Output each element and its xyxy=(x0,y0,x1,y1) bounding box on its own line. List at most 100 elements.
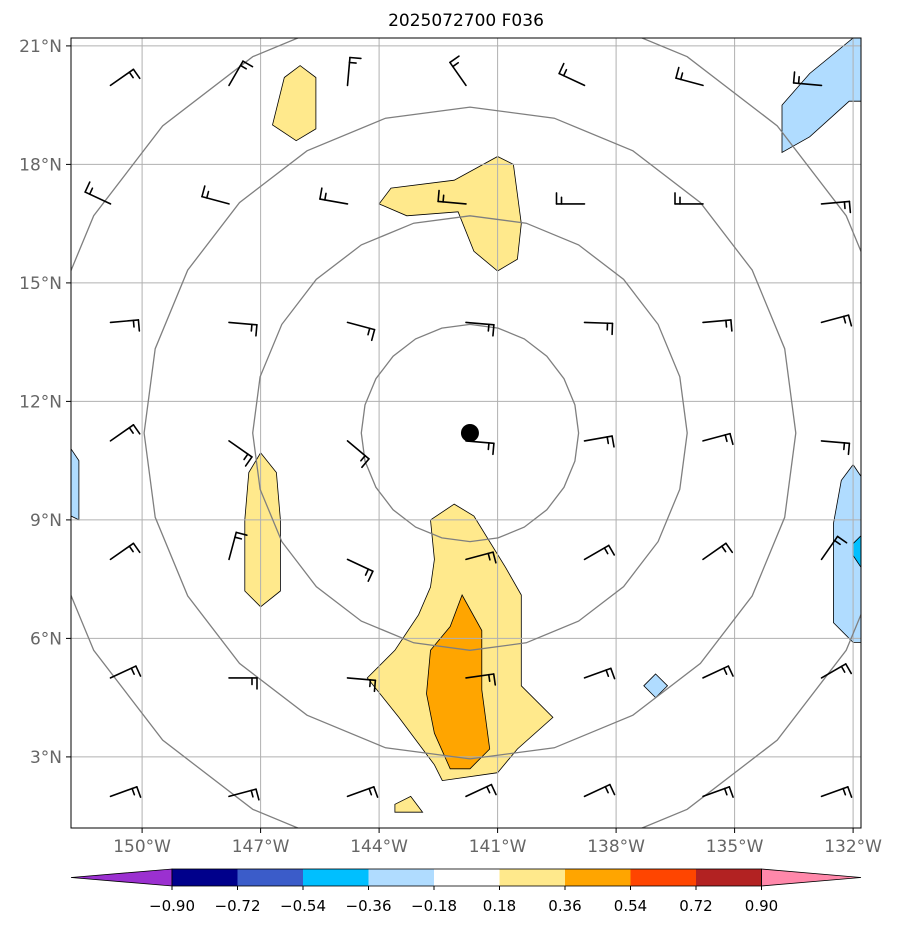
wind-barb xyxy=(820,786,853,798)
x-tick-label: 150°W xyxy=(113,837,171,857)
contour-line xyxy=(378,156,522,272)
range-ring xyxy=(360,323,580,543)
filled-region xyxy=(71,448,79,520)
y-tick-label: 9°N xyxy=(30,511,62,531)
wind-barb xyxy=(109,542,141,561)
colorbar-outline xyxy=(171,868,762,887)
wind-barb xyxy=(675,66,704,87)
wind-barb xyxy=(820,200,852,214)
wind-barb xyxy=(84,181,112,205)
wind-barb xyxy=(346,677,377,693)
wind-barb xyxy=(820,314,853,327)
wind-barbs xyxy=(84,55,853,801)
x-tick-label: 135°W xyxy=(706,837,764,857)
range-ring xyxy=(143,106,797,760)
wind-barb xyxy=(346,321,376,342)
wind-barb xyxy=(346,786,379,798)
colorbar-segment xyxy=(434,869,500,886)
filled-region xyxy=(782,38,861,153)
contour-line xyxy=(426,594,491,770)
colorbar-extend-low xyxy=(70,868,173,887)
colorbar-segments xyxy=(70,868,862,887)
wind-barb xyxy=(583,321,614,336)
wind-barb xyxy=(228,788,260,801)
x-tick-label: 138°W xyxy=(587,837,645,857)
colorbar-tick-label: −0.72 xyxy=(215,897,261,915)
y-tick-label: 3°N xyxy=(30,748,62,768)
wind-barb xyxy=(228,531,248,561)
wind-barb xyxy=(465,673,497,686)
colorbar-tick-label: −0.18 xyxy=(411,897,457,915)
wind-barb xyxy=(583,435,615,448)
y-tick-label: 12°N xyxy=(19,392,62,412)
wind-barb xyxy=(465,321,495,337)
wind-barb xyxy=(583,667,616,680)
colorbar-extend-high xyxy=(761,868,862,887)
contour-line xyxy=(366,503,554,782)
colorbar-tick-label: −0.90 xyxy=(149,897,195,915)
colorbar: −0.90 −0.72 −0.54 −0.36 −0.18 0.18 0.36 0.54 0.7… xyxy=(70,868,862,915)
filled-region xyxy=(853,535,861,568)
wind-barb xyxy=(109,319,141,332)
colorbar-tick-labels: −0.90 −0.72 −0.54 −0.36 −0.18 0.18 0.36 0.54 0.7… xyxy=(149,886,778,915)
plot-frame xyxy=(70,37,862,829)
gridlines xyxy=(71,38,861,828)
y-tick-label: 6°N xyxy=(30,629,62,649)
range-ring xyxy=(252,215,688,651)
colorbar-tick-label: 0.90 xyxy=(745,897,778,915)
wind-barb xyxy=(465,551,497,564)
wind-barb xyxy=(346,558,374,583)
colorbar-segment xyxy=(630,869,696,886)
colorbar-tick-label: −0.54 xyxy=(280,897,326,915)
y-tick-label: 21°N xyxy=(19,37,62,57)
wind-barb xyxy=(820,535,848,561)
colorbar-segment xyxy=(565,869,631,886)
wind-barb xyxy=(792,71,823,87)
y-tick-label: 18°N xyxy=(19,155,62,175)
filled-region xyxy=(833,464,861,643)
wind-barb xyxy=(228,440,253,467)
colorbar-segment xyxy=(368,869,434,886)
contour-line xyxy=(71,448,80,521)
wind-barb xyxy=(437,189,467,205)
wind-barb xyxy=(674,192,704,205)
range-rings xyxy=(71,38,861,828)
contour-line xyxy=(394,795,424,813)
wind-barb xyxy=(583,544,616,561)
wind-barb xyxy=(228,677,258,690)
wind-barb xyxy=(228,60,254,87)
colorbar-tick-label: 0.72 xyxy=(679,897,712,915)
wind-barb xyxy=(702,319,733,332)
wind-barb xyxy=(109,665,142,679)
wind-barb xyxy=(109,424,141,442)
colorbar-tick-label: −0.36 xyxy=(346,897,392,915)
x-tick-label: 147°W xyxy=(232,837,290,857)
contour-line xyxy=(833,463,861,643)
colorbar-tick-label: 0.36 xyxy=(548,897,581,915)
wind-barb xyxy=(228,321,258,337)
wind-barb xyxy=(555,192,586,205)
wind-barb xyxy=(702,665,734,679)
map-area xyxy=(70,37,862,829)
storm-center-marker xyxy=(460,424,479,442)
wind-barb xyxy=(109,786,142,798)
wind-barb xyxy=(319,187,349,205)
wind-barb xyxy=(201,185,230,205)
y-tick-label: 15°N xyxy=(19,274,62,294)
wind-barb xyxy=(820,440,851,456)
colorbar-segment xyxy=(303,869,369,886)
wind-barb xyxy=(346,56,362,87)
wind-barb xyxy=(449,55,467,87)
wind-barb xyxy=(702,542,734,561)
wind-barb xyxy=(702,432,734,446)
filled-contours xyxy=(71,38,861,813)
wind-barb xyxy=(820,663,853,679)
chart-title: 2025072700 F036 xyxy=(388,11,544,31)
y-axis-ticks: 3°N 6°N 9°N 12°N 15°N 18°N 21°N xyxy=(19,37,71,768)
wind-barb xyxy=(109,68,141,87)
x-tick-label: 132°W xyxy=(824,837,882,857)
colorbar-tick-label: 0.18 xyxy=(483,897,516,915)
colorbar-segment xyxy=(696,869,762,886)
filled-region xyxy=(244,452,281,607)
